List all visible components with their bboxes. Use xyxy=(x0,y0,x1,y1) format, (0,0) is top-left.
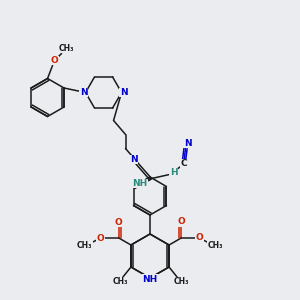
Text: CH₃: CH₃ xyxy=(59,44,74,53)
Text: N: N xyxy=(120,88,128,97)
Text: N: N xyxy=(184,139,191,148)
Text: C: C xyxy=(180,159,187,168)
Text: NH: NH xyxy=(142,274,158,284)
Text: N: N xyxy=(80,88,87,97)
Text: N: N xyxy=(130,155,137,164)
Text: CH₃: CH₃ xyxy=(207,241,223,250)
Text: O: O xyxy=(115,218,123,226)
Text: NH: NH xyxy=(132,179,147,188)
Text: O: O xyxy=(51,56,58,65)
Text: O: O xyxy=(177,218,185,226)
Text: CH₃: CH₃ xyxy=(77,241,93,250)
Text: CH₃: CH₃ xyxy=(173,278,189,286)
Text: H: H xyxy=(170,168,177,177)
Text: O: O xyxy=(97,233,105,242)
Text: O: O xyxy=(195,233,203,242)
Text: CH₃: CH₃ xyxy=(112,278,128,286)
